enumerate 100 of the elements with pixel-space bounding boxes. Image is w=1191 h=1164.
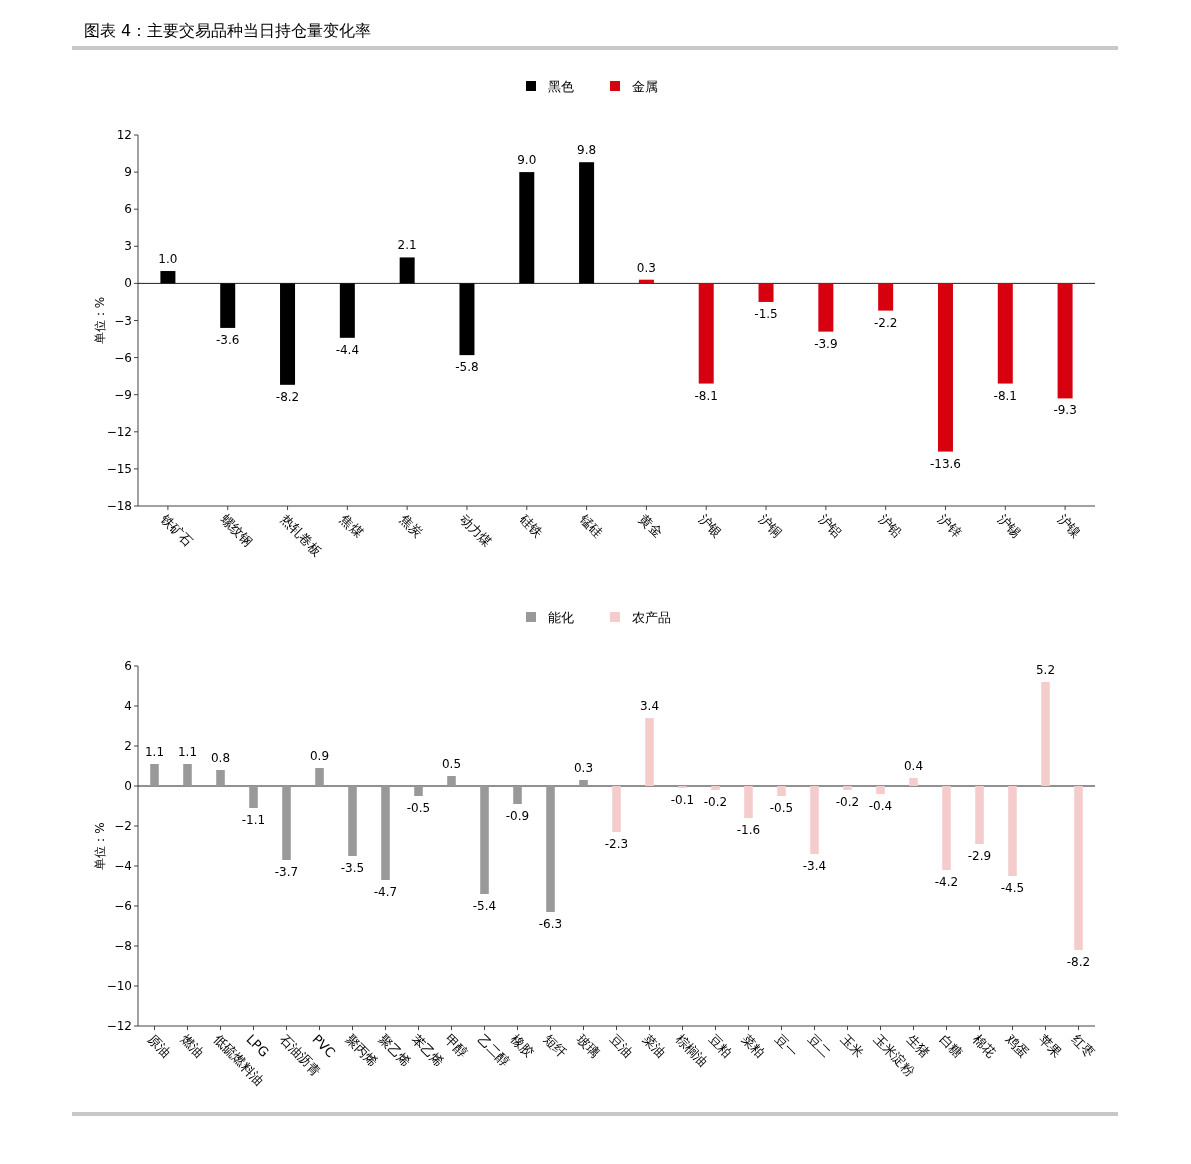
bar — [339, 283, 355, 338]
data-label: -4.2 — [934, 875, 959, 889]
data-label: -5.4 — [472, 899, 497, 913]
data-label: -8.1 — [993, 388, 1017, 403]
data-label: -0.1 — [670, 793, 695, 807]
data-label: -3.7 — [274, 865, 299, 879]
bar — [612, 786, 621, 832]
bar — [480, 786, 489, 894]
data-label: -0.4 — [868, 799, 893, 813]
y-tick-label: 4 — [124, 699, 132, 713]
y-tick-label: −10 — [106, 979, 132, 993]
bar — [777, 786, 786, 796]
y-tick-label: 6 — [124, 202, 132, 217]
x-tick-label: 豆一 — [771, 1031, 801, 1061]
data-label: -0.2 — [703, 795, 728, 809]
x-tick-label: 原油 — [144, 1031, 174, 1061]
data-label: 1.1 — [144, 745, 165, 759]
x-tick-label: 沪锌 — [935, 511, 965, 541]
x-tick-label: 豆油 — [606, 1031, 636, 1061]
x-tick-label: 白糖 — [936, 1031, 966, 1061]
x-tick-label: 玉米 — [837, 1031, 867, 1061]
y-tick-label: −2 — [114, 819, 132, 833]
bar — [645, 718, 654, 786]
x-tick-label: 菜油 — [639, 1031, 669, 1061]
bar — [997, 283, 1013, 384]
bar — [249, 786, 258, 808]
data-label: -3.6 — [216, 332, 240, 347]
y-tick-label: −18 — [106, 499, 132, 513]
data-label: 0.8 — [210, 751, 231, 765]
x-tick-label: 沪银 — [696, 511, 726, 541]
bar — [909, 778, 918, 786]
data-label: -3.4 — [802, 859, 827, 873]
y-tick-label: −8 — [114, 939, 132, 953]
x-tick-label: 黄金 — [636, 511, 666, 541]
data-label: 1.0 — [158, 252, 178, 267]
y-tick-label: 0 — [124, 779, 132, 793]
x-tick-label: 鸡蛋 — [1001, 1030, 1032, 1061]
y-tick-label: −12 — [106, 1019, 132, 1033]
data-label: 0.5 — [441, 757, 462, 771]
x-tick-label: 动力煤 — [456, 511, 496, 550]
bar — [1041, 682, 1050, 786]
y-tick-label: 9 — [124, 165, 132, 180]
data-label: -2.3 — [604, 837, 629, 851]
y-tick-label: −12 — [106, 424, 132, 439]
legend-label: 金属 — [632, 79, 658, 94]
bar — [280, 283, 296, 385]
bar — [843, 786, 852, 790]
y-axis-title: 单位：% — [93, 296, 107, 345]
y-axis-title: 单位：% — [93, 822, 107, 870]
bar — [937, 283, 953, 452]
data-label: 1.1 — [177, 745, 198, 759]
data-label: -9.3 — [1053, 403, 1077, 418]
x-tick-label: 短纤 — [540, 1031, 570, 1061]
data-label: -0.9 — [505, 809, 530, 823]
y-tick-label: −15 — [106, 461, 132, 476]
x-tick-label: 焦炭 — [397, 511, 427, 541]
bar — [220, 283, 236, 328]
data-label: -13.6 — [929, 456, 961, 471]
x-tick-label: 沪镍 — [1054, 511, 1084, 541]
data-label: 3.4 — [639, 699, 660, 713]
bar — [348, 786, 357, 856]
x-tick-label: 锰硅 — [575, 510, 606, 541]
legend-label: 黑色 — [548, 79, 574, 94]
data-label: -0.2 — [835, 795, 860, 809]
bar — [810, 786, 819, 854]
y-tick-label: −6 — [114, 350, 132, 365]
bar — [519, 172, 535, 284]
bar — [183, 764, 192, 786]
y-tick-label: −6 — [114, 899, 132, 913]
data-label: -0.5 — [406, 801, 431, 815]
x-tick-label: 棉花 — [969, 1031, 999, 1061]
bar — [282, 786, 291, 860]
bar — [381, 786, 390, 880]
x-tick-label: 沪铝 — [815, 511, 845, 541]
data-label: -8.2 — [275, 389, 300, 404]
data-label: -3.5 — [340, 861, 365, 875]
data-label: 0.9 — [309, 749, 330, 763]
data-label: -1.6 — [736, 823, 761, 837]
bar — [942, 786, 951, 870]
bar — [160, 271, 176, 284]
x-tick-label: 豆二 — [804, 1031, 834, 1061]
bar — [818, 283, 834, 332]
data-label: -4.5 — [1000, 881, 1025, 895]
bar — [414, 786, 423, 796]
bar — [975, 786, 984, 844]
x-tick-label: 红枣 — [1068, 1031, 1098, 1061]
data-label: -0.5 — [769, 801, 794, 815]
x-tick-label: 燃油 — [177, 1031, 207, 1061]
bar — [758, 283, 774, 302]
data-label: 0.3 — [636, 260, 656, 275]
y-tick-label: 0 — [124, 276, 132, 291]
bar — [513, 786, 522, 804]
chart-title: 图表 4：主要交易品种当日持仓量变化率 — [84, 21, 372, 40]
x-tick-label: 菜粕 — [738, 1031, 768, 1061]
x-tick-label: 沪铅 — [875, 511, 905, 541]
data-label: 0.4 — [903, 759, 924, 773]
bar — [399, 257, 415, 284]
data-label: -8.2 — [1066, 955, 1091, 969]
bar — [876, 786, 885, 794]
data-label: -8.1 — [694, 388, 718, 403]
